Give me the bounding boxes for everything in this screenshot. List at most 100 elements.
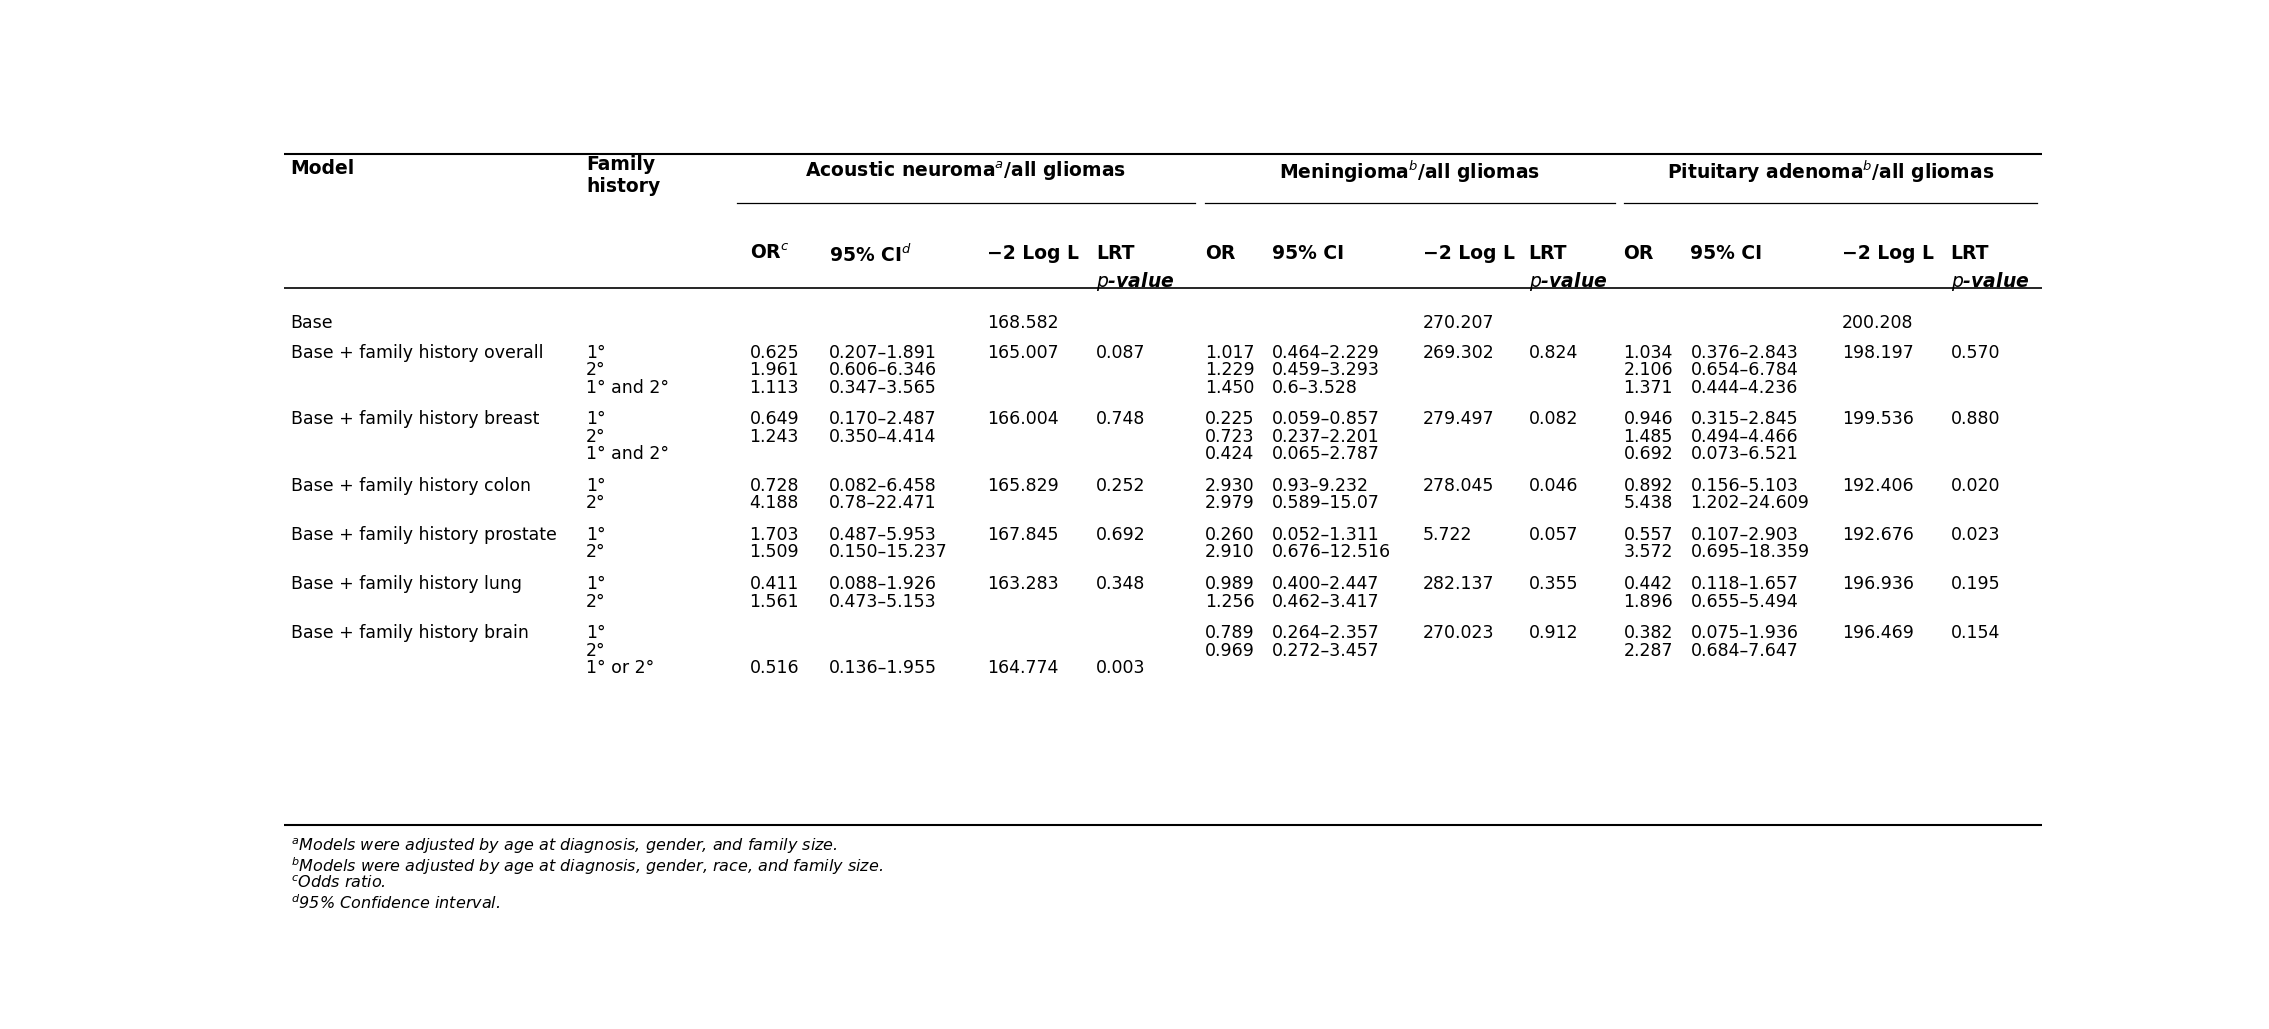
Text: 3.572: 3.572 <box>1625 543 1672 562</box>
Text: 0.442: 0.442 <box>1625 575 1672 593</box>
Text: $p$-value: $p$-value <box>1096 270 1175 293</box>
Text: 1.561: 1.561 <box>749 593 799 610</box>
Text: 0.225: 0.225 <box>1205 411 1255 428</box>
Text: 0.264–2.357: 0.264–2.357 <box>1273 625 1380 642</box>
Text: 0.649: 0.649 <box>749 411 799 428</box>
Text: 0.989: 0.989 <box>1205 575 1255 593</box>
Text: 0.462–3.417: 0.462–3.417 <box>1273 593 1380 610</box>
Text: 1° and 2°: 1° and 2° <box>585 446 669 463</box>
Text: Meningioma$^b$/all gliomas: Meningioma$^b$/all gliomas <box>1277 159 1541 185</box>
Text: 0.082–6.458: 0.082–6.458 <box>828 476 937 495</box>
Text: 1.113: 1.113 <box>749 379 799 396</box>
Text: 0.473–5.153: 0.473–5.153 <box>828 593 937 610</box>
Text: 1.017: 1.017 <box>1205 344 1255 362</box>
Text: 0.046: 0.046 <box>1529 476 1579 495</box>
Text: 0.118–1.657: 0.118–1.657 <box>1690 575 1799 593</box>
Text: 1°: 1° <box>585 625 606 642</box>
Text: 0.789: 0.789 <box>1205 625 1255 642</box>
Text: 1.229: 1.229 <box>1205 361 1255 379</box>
Text: 0.082: 0.082 <box>1529 411 1579 428</box>
Text: 0.348: 0.348 <box>1096 575 1146 593</box>
Text: 0.676–12.516: 0.676–12.516 <box>1273 543 1391 562</box>
Text: 199.536: 199.536 <box>1842 411 1913 428</box>
Text: 0.625: 0.625 <box>749 344 799 362</box>
Text: 0.692: 0.692 <box>1625 446 1672 463</box>
Text: $^c$Odds ratio.: $^c$Odds ratio. <box>290 875 386 891</box>
Text: 1°: 1° <box>585 526 606 544</box>
Text: 0.087: 0.087 <box>1096 344 1146 362</box>
Text: 0.6–3.528: 0.6–3.528 <box>1273 379 1357 396</box>
Text: Acoustic neuroma$^a$/all gliomas: Acoustic neuroma$^a$/all gliomas <box>805 159 1125 182</box>
Text: 192.676: 192.676 <box>1842 526 1913 544</box>
Text: 279.497: 279.497 <box>1423 411 1495 428</box>
Text: Pituitary adenoma$^b$/all gliomas: Pituitary adenoma$^b$/all gliomas <box>1668 159 1994 185</box>
Text: 0.075–1.936: 0.075–1.936 <box>1690 625 1799 642</box>
Text: 0.695–18.359: 0.695–18.359 <box>1690 543 1811 562</box>
Text: $p$-value: $p$-value <box>1951 270 2028 293</box>
Text: LRT: LRT <box>1529 244 1568 263</box>
Text: 0.444–4.236: 0.444–4.236 <box>1690 379 1797 396</box>
Text: 0.912: 0.912 <box>1529 625 1579 642</box>
Text: 4.188: 4.188 <box>749 494 799 512</box>
Text: 0.003: 0.003 <box>1096 660 1146 677</box>
Text: 165.829: 165.829 <box>987 476 1060 495</box>
Text: 0.93–9.232: 0.93–9.232 <box>1273 476 1368 495</box>
Text: OR: OR <box>1205 244 1234 263</box>
Text: Base + family history prostate: Base + family history prostate <box>290 526 556 544</box>
Text: −2 Log L: −2 Log L <box>1423 244 1516 263</box>
Text: Base + family history brain: Base + family history brain <box>290 625 529 642</box>
Text: 164.774: 164.774 <box>987 660 1057 677</box>
Text: 0.570: 0.570 <box>1951 344 2001 362</box>
Text: 0.606–6.346: 0.606–6.346 <box>828 361 937 379</box>
Text: 0.315–2.845: 0.315–2.845 <box>1690 411 1797 428</box>
Text: 200.208: 200.208 <box>1842 314 1913 331</box>
Text: 95% CI: 95% CI <box>1273 244 1343 263</box>
Text: 0.023: 0.023 <box>1951 526 2001 544</box>
Text: $^b$Models were adjusted by age at diagnosis, gender, race, and family size.: $^b$Models were adjusted by age at diagn… <box>290 855 883 878</box>
Text: 168.582: 168.582 <box>987 314 1060 331</box>
Text: 0.557: 0.557 <box>1625 526 1672 544</box>
Text: 95% CI: 95% CI <box>1690 244 1763 263</box>
Text: 1.485: 1.485 <box>1625 428 1672 446</box>
Text: 1.509: 1.509 <box>749 543 799 562</box>
Text: 0.411: 0.411 <box>749 575 799 593</box>
Text: 1.256: 1.256 <box>1205 593 1255 610</box>
Text: 1°: 1° <box>585 344 606 362</box>
Text: 2°: 2° <box>585 428 606 446</box>
Text: 2°: 2° <box>585 642 606 660</box>
Text: 0.156–5.103: 0.156–5.103 <box>1690 476 1799 495</box>
Text: 2.979: 2.979 <box>1205 494 1255 512</box>
Text: 269.302: 269.302 <box>1423 344 1495 362</box>
Text: 0.459–3.293: 0.459–3.293 <box>1273 361 1380 379</box>
Text: 0.946: 0.946 <box>1625 411 1672 428</box>
Text: 0.424: 0.424 <box>1205 446 1255 463</box>
Text: Base + family history colon: Base + family history colon <box>290 476 531 495</box>
Text: 1°: 1° <box>585 476 606 495</box>
Text: 1°: 1° <box>585 411 606 428</box>
Text: 0.073–6.521: 0.073–6.521 <box>1690 446 1799 463</box>
Text: 0.892: 0.892 <box>1625 476 1672 495</box>
Text: 0.589–15.07: 0.589–15.07 <box>1273 494 1380 512</box>
Text: LRT: LRT <box>1951 244 1990 263</box>
Text: 0.252: 0.252 <box>1096 476 1146 495</box>
Text: 2°: 2° <box>585 543 606 562</box>
Text: 0.347–3.565: 0.347–3.565 <box>828 379 937 396</box>
Text: Base + family history lung: Base + family history lung <box>290 575 522 593</box>
Text: 0.260: 0.260 <box>1205 526 1255 544</box>
Text: 2°: 2° <box>585 593 606 610</box>
Text: 0.207–1.891: 0.207–1.891 <box>828 344 937 362</box>
Text: 1° and 2°: 1° and 2° <box>585 379 669 396</box>
Text: −2 Log L: −2 Log L <box>987 244 1080 263</box>
Text: 0.272–3.457: 0.272–3.457 <box>1273 642 1380 660</box>
Text: OR$^c$: OR$^c$ <box>749 244 790 263</box>
Text: $p$-value: $p$-value <box>1529 270 1606 293</box>
Text: 196.936: 196.936 <box>1842 575 1913 593</box>
Text: 270.207: 270.207 <box>1423 314 1495 331</box>
Text: 0.494–4.466: 0.494–4.466 <box>1690 428 1797 446</box>
Text: 0.684–7.647: 0.684–7.647 <box>1690 642 1797 660</box>
Text: 0.400–2.447: 0.400–2.447 <box>1273 575 1380 593</box>
Text: 0.355: 0.355 <box>1529 575 1579 593</box>
Text: 0.154: 0.154 <box>1951 625 1999 642</box>
Text: 0.237–2.201: 0.237–2.201 <box>1273 428 1380 446</box>
Text: Base + family history breast: Base + family history breast <box>290 411 540 428</box>
